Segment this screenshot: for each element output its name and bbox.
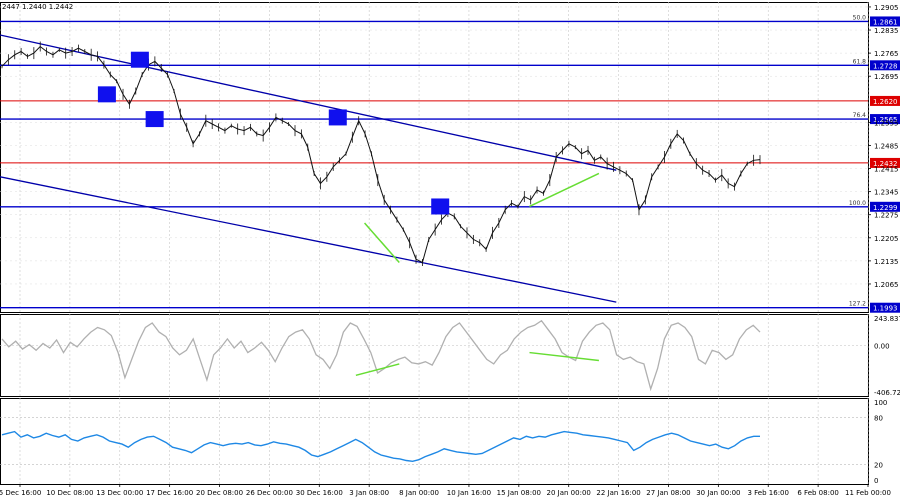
price-tick-label: 1.2135 <box>874 258 899 266</box>
time-tick-label: 3 Jan 08:00 <box>349 489 389 497</box>
level-price-label: 1.1993 <box>873 305 898 313</box>
price-tick-label: 1.2555 <box>874 119 899 127</box>
level-price-tag <box>870 95 900 106</box>
panel-frames <box>0 2 869 485</box>
signal-marker <box>328 109 347 126</box>
time-tick-label: 6 Feb 08:00 <box>797 489 838 497</box>
channel-line <box>0 176 617 303</box>
level-price-label: 1.2432 <box>873 160 898 168</box>
rsi-tick-label: 80 <box>874 415 883 423</box>
time-tick-label: 15 Jan 08:00 <box>497 489 541 497</box>
signal-markers <box>97 51 450 215</box>
level-price-label: 1.2861 <box>873 18 898 26</box>
channel-line <box>0 34 617 171</box>
time-axis: 5 Dec 16:00 10 Dec 08:00 13 Dec 00:00 17 De… <box>0 484 891 497</box>
time-tick-label: 8 Jan 00:00 <box>399 489 439 497</box>
rsi-tick-label: 100 <box>874 399 887 407</box>
price-tick-label: 1.2415 <box>874 166 899 174</box>
price-divergence-line <box>529 172 600 208</box>
fib-label: 100.0 <box>849 200 866 207</box>
price-tick-label: 1.2065 <box>874 281 899 289</box>
panel-frame <box>0 314 869 397</box>
price-tick-label: 1.2275 <box>874 212 899 220</box>
ohlc-header: 2447 1.2440 1.2442 <box>2 3 73 11</box>
price-tick-label: 1.2905 <box>874 4 899 12</box>
level-price-label: 1.2620 <box>873 98 898 106</box>
fib-label: 61.8 <box>853 58 867 65</box>
signal-marker <box>431 198 450 215</box>
level-price-label: 1.2299 <box>873 204 898 212</box>
time-tick-label: 5 Dec 16:00 <box>0 489 41 497</box>
signal-marker <box>130 51 149 68</box>
level-price-tag <box>870 16 900 27</box>
time-tick-label: 26 Dec 00:00 <box>246 489 293 497</box>
price-tick-label: 1.2485 <box>874 142 899 150</box>
rsi-line <box>1 430 760 463</box>
price-line <box>1 45 761 264</box>
cci-tick-label: 243.8374 <box>874 315 900 323</box>
time-tick-label: 10 Dec 08:00 <box>46 489 93 497</box>
time-tick-label: 20 Dec 08:00 <box>196 489 243 497</box>
time-tick-label: 22 Jan 16:00 <box>596 489 640 497</box>
time-tick-label: 17 Dec 16:00 <box>146 489 193 497</box>
price-tick-label: 1.2765 <box>874 50 899 58</box>
panel-frame <box>0 2 869 313</box>
level-price-label: 1.2728 <box>873 62 898 70</box>
time-tick-label: 30 Jan 00:00 <box>696 489 740 497</box>
fib-label: 76.4 <box>853 112 867 119</box>
fib-label: 127.2 <box>849 301 866 308</box>
level-price-tag <box>870 201 900 212</box>
level-price-label: 1.2565 <box>873 116 898 124</box>
rsi-tick-label: 0 <box>874 477 878 485</box>
grid <box>0 2 869 484</box>
level-price-tag <box>870 114 900 125</box>
fib-label: 50.0 <box>853 14 867 21</box>
price-tick-label: 1.2835 <box>874 27 899 35</box>
price-tick-label: 1.2345 <box>874 189 899 197</box>
panel-frame <box>0 398 869 485</box>
cci-line <box>1 319 761 392</box>
time-tick-label: 11 Feb 00:00 <box>845 489 891 497</box>
time-tick-label: 20 Jan 00:00 <box>547 489 591 497</box>
rsi-tick-label: 20 <box>874 461 883 469</box>
signal-marker <box>97 86 116 103</box>
cci-divergence-line <box>529 351 600 362</box>
rsi-panel: 100 80 20 0 <box>0 399 887 485</box>
cci-tick-label: -406.729 <box>874 389 900 397</box>
time-tick-label: 3 Feb 16:00 <box>747 489 788 497</box>
cci-panel: 243.8374 0.00 -406.729 <box>0 315 900 397</box>
level-price-tag <box>870 157 900 168</box>
price-series <box>1 41 761 267</box>
time-tick-label: 27 Jan 08:00 <box>646 489 690 497</box>
channel-lines <box>0 34 617 303</box>
cci-tick-label: 0.00 <box>874 343 890 351</box>
price-tick-label: 1.2205 <box>874 235 899 243</box>
level-price-tag <box>870 302 900 313</box>
price-divergence-line <box>363 222 400 264</box>
time-tick-label: 30 Dec 16:00 <box>296 489 343 497</box>
time-tick-label: 13 Dec 00:00 <box>96 489 143 497</box>
cci-divergence-line <box>355 363 400 377</box>
divergence-lines <box>363 172 600 264</box>
price-tick-label: 1.2695 <box>874 73 899 81</box>
signal-marker <box>145 111 164 128</box>
price-axis: 1.2905 1.2835 1.2765 1.2695 1.2555 1.2485 1.24… <box>868 4 899 289</box>
level-price-tag <box>870 60 900 71</box>
time-tick-label: 10 Jan 16:00 <box>447 489 491 497</box>
